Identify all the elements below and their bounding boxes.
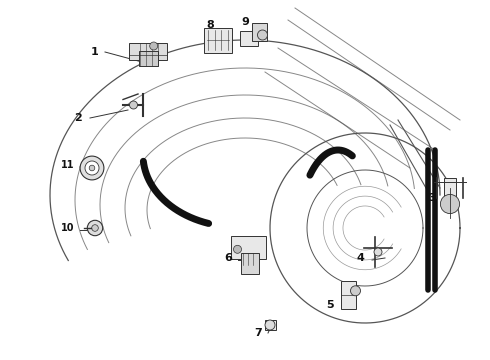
Text: 5: 5 xyxy=(326,300,334,310)
Text: 10: 10 xyxy=(61,223,75,233)
Circle shape xyxy=(80,156,104,180)
Circle shape xyxy=(89,165,95,171)
Text: 1: 1 xyxy=(91,47,99,57)
Bar xyxy=(204,27,232,53)
Circle shape xyxy=(87,220,103,236)
Text: 6: 6 xyxy=(224,253,232,263)
Text: 7: 7 xyxy=(254,328,262,338)
Bar xyxy=(252,23,267,41)
Bar xyxy=(341,281,356,309)
Text: 4: 4 xyxy=(356,253,364,263)
Bar xyxy=(240,31,258,45)
Circle shape xyxy=(92,225,98,231)
Bar xyxy=(241,253,259,274)
Circle shape xyxy=(85,161,99,175)
Text: 11: 11 xyxy=(61,160,75,170)
Circle shape xyxy=(129,101,138,109)
Bar xyxy=(230,236,266,259)
Circle shape xyxy=(350,286,361,296)
Circle shape xyxy=(234,245,242,253)
Bar xyxy=(443,178,456,202)
Circle shape xyxy=(441,194,460,213)
Text: 3: 3 xyxy=(428,193,436,203)
Text: 2: 2 xyxy=(74,113,82,123)
Circle shape xyxy=(150,42,158,50)
Bar xyxy=(139,50,157,66)
Bar xyxy=(129,43,167,59)
Circle shape xyxy=(258,30,268,40)
Circle shape xyxy=(265,320,275,330)
Bar xyxy=(265,320,275,330)
Text: 8: 8 xyxy=(206,20,214,30)
Circle shape xyxy=(374,248,382,256)
Text: 9: 9 xyxy=(241,17,249,27)
